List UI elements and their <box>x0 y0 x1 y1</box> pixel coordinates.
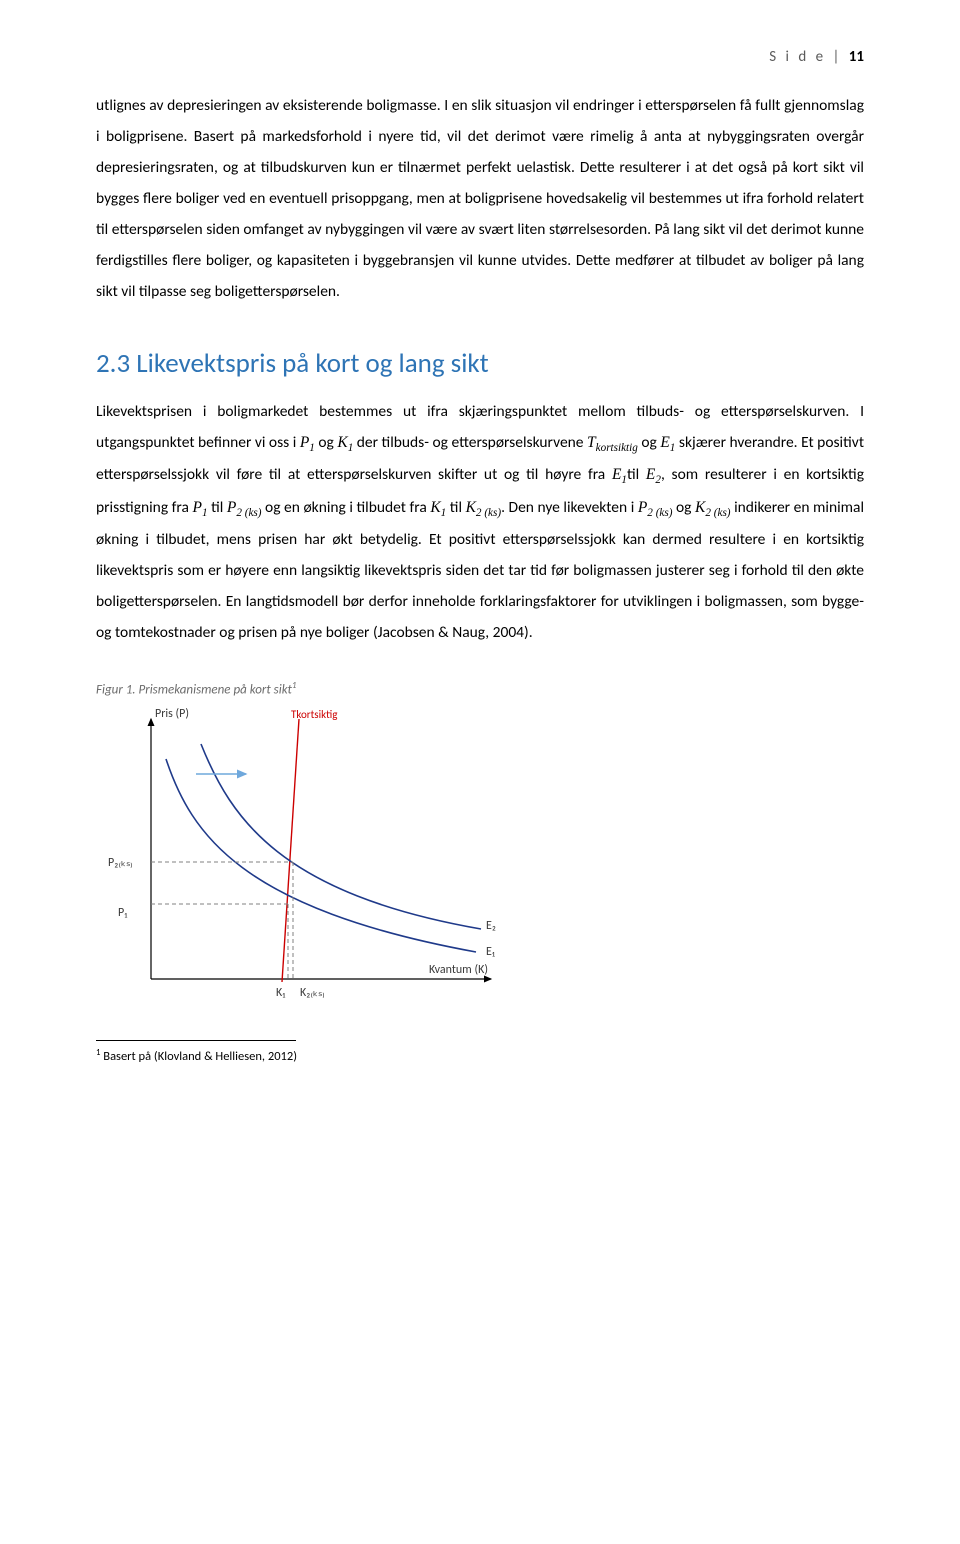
p2-txt3: der tilbuds- og etterspørselskurvene <box>353 433 587 452</box>
sym-K2: K2 (ks) <box>466 499 502 516</box>
p2-txt6: til <box>627 465 646 484</box>
paragraph-1: utlignes av depresieringen av eksisteren… <box>96 90 864 307</box>
p2-txt4: og <box>638 433 661 452</box>
p2-txt8: til <box>208 498 227 517</box>
sym-P2b: P2 (ks) <box>638 499 673 516</box>
sym-P1b: P1 <box>192 499 207 516</box>
figure-caption-text: Figur 1. Prismekanismene på kort sikt <box>96 683 292 698</box>
svg-text:P₂₍ₖₛ₎: P₂₍ₖₛ₎ <box>108 856 133 870</box>
svg-text:P₁: P₁ <box>118 906 127 920</box>
page-number: 11 <box>849 48 864 66</box>
footnote-text: Basert på (Klovland & Helliesen, 2012) <box>100 1049 297 1064</box>
footnote-rule <box>96 1040 296 1041</box>
sym-E1: E1 <box>660 434 675 451</box>
header-sep: | <box>826 48 849 66</box>
svg-text:K₁: K₁ <box>276 986 285 1000</box>
figure-caption-sup: 1 <box>292 680 297 691</box>
section-title-2-3: 2.3 Likevektspris på kort og lang sikt <box>96 347 864 380</box>
paragraph-2: Likevektsprisen i boligmarkedet bestemme… <box>96 396 864 648</box>
sym-P2: P2 (ks) <box>227 499 262 516</box>
sym-K1b: K1 <box>430 499 446 516</box>
sym-E1b: E1 <box>612 466 627 483</box>
figure-1-caption: Figur 1. Prismekanismene på kort sikt1 <box>96 680 864 697</box>
p2-txt2: og <box>315 433 338 452</box>
p2-txt12: og <box>672 498 695 517</box>
figure-1-svg: Pris (P) Kvantum (K) P₁ P₂₍ₖₛ₎ K₁ K₂₍ₖₛ₎ E₁ E₂ T… <box>96 704 506 1004</box>
p2-txt10: til <box>446 498 465 517</box>
sym-K1: K1 <box>337 434 353 451</box>
svg-text:Pris (P): Pris (P) <box>155 707 189 721</box>
p2-txt11: . Den nye likevekten i <box>501 498 638 517</box>
sym-K2b: K2 (ks) <box>695 499 731 516</box>
svg-text:Kvantum (K): Kvantum (K) <box>429 963 488 977</box>
page-header: S i d e | 11 <box>96 48 864 66</box>
sym-E2: E2 <box>646 466 661 483</box>
sym-Tk: Tkortsiktig <box>587 434 638 451</box>
svg-text:E₁: E₁ <box>486 945 495 959</box>
svg-text:E₂: E₂ <box>486 919 496 933</box>
header-label: S i d e <box>769 48 826 66</box>
footnote-1: 1 Basert på (Klovland & Helliesen, 2012) <box>96 1047 864 1066</box>
svg-text:Tkortsiktig: Tkortsiktig <box>291 708 337 721</box>
p2-txt9: og en økning i tilbudet fra <box>261 498 430 517</box>
svg-text:K₂₍ₖₛ₎: K₂₍ₖₛ₎ <box>300 986 325 1000</box>
sym-P1: P1 <box>300 434 315 451</box>
figure-1: Pris (P) Kvantum (K) P₁ P₂₍ₖₛ₎ K₁ K₂₍ₖₛ₎ E₁ E₂ T… <box>96 704 506 1004</box>
p2-txt13: indikerer en minimal økning i tilbudet, … <box>96 498 864 642</box>
